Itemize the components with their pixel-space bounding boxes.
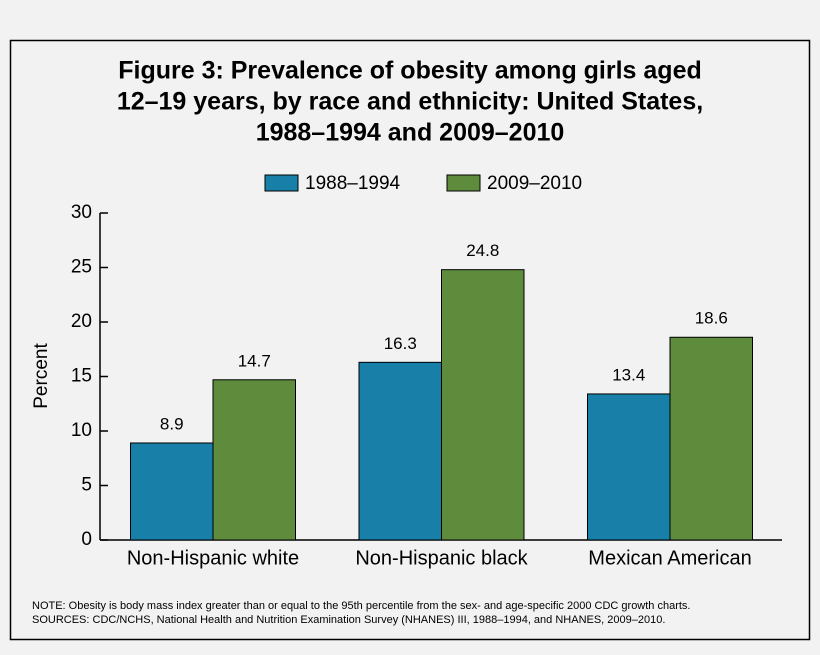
value-label: 13.4 [612,365,645,384]
y-axis-label: Percent [31,343,52,409]
y-tick-label: 0 [81,529,92,550]
chart-title: Figure 3: Prevalence of obesity among gi… [118,57,702,85]
chart-title: 12–19 years, by race and ethnicity: Unit… [117,88,703,116]
legend-label: 1988–1994 [305,173,401,194]
y-tick-label: 10 [71,420,92,441]
chart-title: 1988–1994 and 2009–2010 [256,119,565,147]
x-tick-label: Mexican American [588,547,751,569]
bar [358,361,442,541]
note: NOTE: Obesity is body mass index greater… [32,600,691,612]
y-tick-label: 15 [71,366,92,387]
legend-swatch [264,174,299,192]
legend-swatch [446,174,481,192]
y-tick-label: 30 [71,202,92,223]
x-tick-label: Non-Hispanic black [355,547,528,569]
value-label: 8.9 [160,414,184,433]
value-label: 16.3 [384,334,417,353]
bar [669,336,753,541]
bar [441,269,525,541]
legend-label: 2009–2010 [487,173,582,194]
bar [212,379,296,541]
note: SOURCES: CDC/NCHS, National Health and N… [32,614,665,626]
y-tick-label: 25 [71,257,92,278]
bar [130,442,214,541]
x-tick-label: Non-Hispanic white [127,547,299,569]
bar [587,393,671,541]
value-label: 18.6 [695,309,728,328]
y-tick-label: 20 [71,311,92,332]
value-label: 14.7 [238,351,271,370]
value-label: 24.8 [466,241,499,260]
y-tick-label: 5 [81,475,92,496]
